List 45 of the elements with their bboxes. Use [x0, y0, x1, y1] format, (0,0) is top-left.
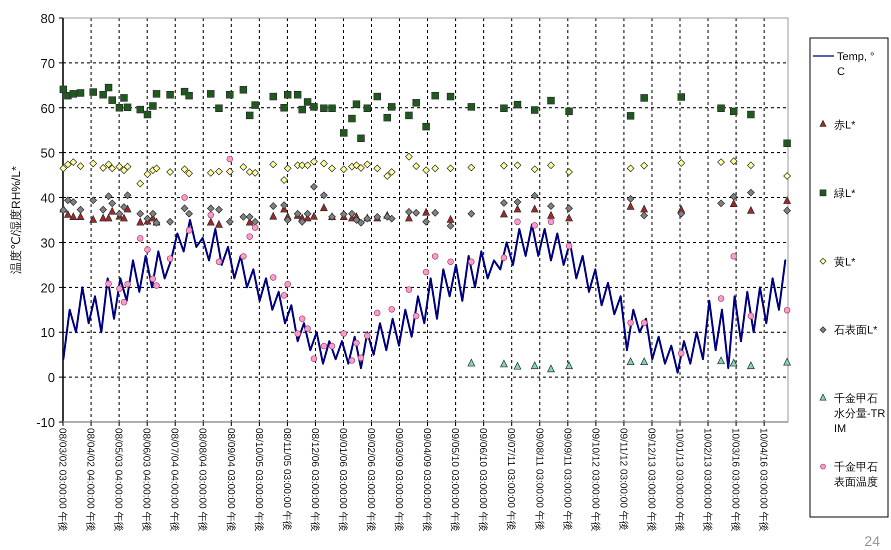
x-tick-label: 09/11/12 03:00:00 午後	[617, 428, 630, 531]
x-tick-label: 08/11/05 03:00:00 午後	[280, 428, 293, 531]
x-tick-label: 08/05/03 04:00:00 午後	[112, 428, 125, 532]
text: 24	[864, 533, 880, 549]
y-tick-label: 10	[40, 325, 55, 340]
x-tick-label: 09/10/12 03:00:00 午後	[589, 428, 602, 532]
y-tick-label: 50	[40, 146, 55, 161]
x-tick-label: 09/04/09 03:00:00 午後	[421, 428, 434, 532]
x-tick-label: 10/04/16 03:00:00 午後	[758, 428, 770, 532]
y-tick-label: 20	[40, 280, 55, 296]
x-tick-label: 10/02/13 03:00:00 午後	[702, 428, 714, 532]
y-tick-label: 60	[40, 100, 55, 116]
y-tick-label: 30	[40, 235, 55, 250]
x-tick-label: 09/06/10 03:00:00 午後	[477, 428, 490, 532]
x-tick-label: 09/08/11 03:00:00 午後	[533, 428, 546, 531]
x-tick-label: 09/01/06 03:00:00 午後	[336, 428, 349, 532]
y-axis-title: 温度℃/湿度RH%/L*	[9, 166, 23, 274]
legend-label: 黄L*	[834, 255, 856, 268]
x-tick-label: 09/03/09 03:00:00 午後	[393, 428, 406, 532]
x-tick-label: 08/03/02 03:00:00 午後	[56, 428, 68, 532]
x-tick-label: 08/09/04 03:00:00 午後	[224, 428, 237, 532]
x-tick-label: 09/05/10 03:00:00 午後	[449, 428, 462, 532]
legend-label: 千金甲石水分量-TRIM	[834, 392, 886, 436]
x-tick-label: 09/12/13 03:00:00 午後	[645, 428, 658, 532]
legend-label: 赤L*	[834, 118, 856, 132]
x-tick-label: 08/08/04 03:00:00 午後	[196, 428, 209, 532]
y-tick-label: -10	[36, 415, 55, 430]
y-tick-label: 40	[40, 190, 55, 206]
y-tick-label: 80	[40, 11, 55, 26]
x-tick-label: 08/12/06 03:00:00 午後	[308, 428, 321, 532]
legend-label: 緑L*	[833, 188, 856, 200]
legend-label: 千金甲石表面温度	[834, 460, 878, 489]
x-tick-label: 09/09/11 03:00:00 午後	[561, 428, 574, 531]
x-tick-label: 08/10/05 03:00:00 午後	[252, 428, 265, 532]
x-tick-label: 10/01/13 03:00:00 午後	[674, 428, 686, 532]
x-tick-label: 09/07/11 03:00:00 午後	[505, 428, 518, 531]
x-tick-label: 08/07/04 04:00:00 午後	[168, 428, 181, 532]
legend-label: Temp, ° C	[837, 51, 878, 78]
x-tick-label: 08/06/03 04:00:00 午後	[140, 428, 153, 532]
x-tick-label: 09/02/06 03:00:00 午後	[365, 428, 377, 532]
y-tick-label: 0	[48, 370, 55, 386]
x-tick-label: 10/03/16 03:00:00 午後	[730, 428, 742, 532]
x-tick-label: 08/04/02 04:00:00 午後	[84, 428, 97, 532]
y-tick-label: 70	[40, 56, 55, 71]
legend-label: 石表面L*	[834, 324, 878, 337]
